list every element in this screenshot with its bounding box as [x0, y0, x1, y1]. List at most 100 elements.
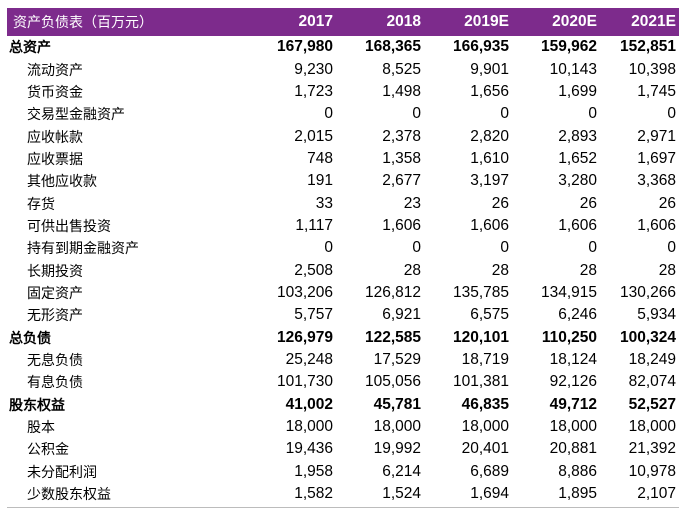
row-label: 未分配利润 — [27, 464, 97, 481]
table-cell: 2,820 — [470, 127, 509, 145]
table-cell: 28 — [491, 261, 509, 279]
table-cell: 26 — [491, 194, 509, 212]
table-cell: 101,730 — [276, 373, 333, 391]
table-row: 固定资产 103,206 126,812 135,785 134,915 130,266 — [7, 282, 679, 304]
table-cell: 1,117 — [295, 216, 333, 234]
row-label: 固定资产 — [27, 285, 83, 302]
row-values: 103,206 126,812 135,785 134,915 130,266 — [245, 284, 679, 302]
row-values: 191 2,677 3,197 3,280 3,368 — [245, 172, 679, 190]
table-cell: 8,525 — [382, 60, 421, 78]
table-cell: 10,398 — [628, 60, 676, 78]
table-row: 交易型金融资产 0 0 0 0 0 — [7, 103, 679, 125]
table-row: 总资产 167,980 168,365 166,935 159,962 152,851 — [7, 36, 679, 58]
table-cell: 152,851 — [619, 38, 676, 56]
row-values: 1,723 1,498 1,656 1,699 1,745 — [245, 83, 679, 101]
table-cell: 0 — [588, 105, 597, 123]
table-cell: 28 — [658, 261, 676, 279]
table-row: 流动资产 9,230 8,525 9,901 10,143 10,398 — [7, 58, 679, 80]
table-cell: 191 — [307, 172, 333, 190]
table-cell: 2,508 — [294, 261, 333, 279]
table-cell: 159,962 — [540, 38, 597, 56]
table-cell: 45,781 — [373, 395, 421, 413]
row-values: 5,757 6,921 6,575 6,246 5,934 — [245, 306, 679, 324]
table-cell: 1,606 — [470, 216, 509, 234]
table-cell: 1,610 — [470, 149, 509, 167]
table-row: 有息负债 101,730 105,056 101,381 92,126 82,074 — [7, 371, 679, 393]
table-cell: 166,935 — [452, 38, 509, 56]
table-cell: 2,378 — [382, 127, 421, 145]
table-cell: 46,835 — [461, 395, 509, 413]
table-cell: 101,381 — [452, 373, 509, 391]
table-cell: 1,699 — [558, 82, 597, 100]
table-cell: 92,126 — [549, 373, 597, 391]
table-cell: 110,250 — [541, 328, 597, 346]
table-header: 资产负债表（百万元） 2017 2018 2019E 2020E 2021E — [7, 8, 679, 36]
year-header: 2019E — [464, 13, 509, 30]
table-row: 存货 33 23 26 26 26 — [7, 192, 679, 214]
table-cell: 126,979 — [276, 328, 333, 346]
table-cell: 25,248 — [285, 350, 333, 368]
table-cell: 52,527 — [628, 395, 676, 413]
table-row: 其他应收款 191 2,677 3,197 3,280 3,368 — [7, 170, 679, 192]
table-cell: 6,575 — [470, 306, 509, 324]
row-label: 有息负债 — [27, 375, 83, 392]
table-cell: 3,368 — [637, 172, 676, 190]
table-row: 无息负债 25,248 17,529 18,719 18,124 18,249 — [7, 349, 679, 371]
year-header: 2020E — [552, 13, 597, 30]
table-cell: 2,893 — [558, 127, 597, 145]
row-values: 1,958 6,214 6,689 8,886 10,978 — [245, 463, 679, 481]
table-cell: 2,677 — [382, 172, 421, 190]
table-cell: 1,895 — [558, 485, 597, 503]
table-cell: 18,719 — [461, 350, 509, 368]
table-cell: 1,745 — [637, 82, 676, 100]
row-values: 19,436 19,992 20,401 20,881 21,392 — [245, 440, 679, 458]
table-cell: 10,143 — [549, 60, 597, 78]
table-cell: 8,886 — [558, 462, 597, 480]
table-cell: 120,101 — [452, 328, 509, 346]
table-cell: 6,214 — [382, 462, 421, 480]
table-cell: 28 — [579, 261, 597, 279]
balance-sheet-table: 资产负债表（百万元） 2017 2018 2019E 2020E 2021E 总… — [7, 8, 679, 509]
row-label: 总负债 — [9, 330, 51, 347]
table-cell: 1,524 — [382, 485, 421, 503]
row-label: 公积金 — [27, 442, 69, 459]
table-cell: 18,124 — [549, 350, 597, 368]
row-values: 2,015 2,378 2,820 2,893 2,971 — [245, 128, 679, 146]
table-cell: 0 — [412, 239, 421, 257]
table-cell: 33 — [315, 194, 333, 212]
row-label: 无形资产 — [27, 308, 83, 325]
table-cell: 1,958 — [294, 462, 333, 480]
table-cell: 0 — [667, 239, 676, 257]
row-values: 0 0 0 0 0 — [245, 239, 679, 257]
table-cell: 49,712 — [549, 395, 597, 413]
row-label: 总资产 — [9, 40, 51, 57]
table-cell: 103,206 — [276, 283, 333, 301]
table-cell: 1,652 — [558, 149, 597, 167]
table-cell: 18,000 — [461, 418, 509, 436]
row-values: 41,002 45,781 46,835 49,712 52,527 — [245, 396, 679, 414]
row-label: 股东权益 — [9, 397, 65, 414]
table-cell: 21,392 — [628, 440, 676, 458]
table-row: 公积金 19,436 19,992 20,401 20,881 21,392 — [7, 438, 679, 460]
table-cell: 2,971 — [637, 127, 676, 145]
table-cell: 0 — [588, 239, 597, 257]
table-row: 股本 18,000 18,000 18,000 18,000 18,000 — [7, 416, 679, 438]
table-cell: 9,901 — [470, 60, 509, 78]
table-row: 持有到期金融资产 0 0 0 0 0 — [7, 237, 679, 259]
table-cell: 3,280 — [558, 172, 597, 190]
table-cell: 1,697 — [637, 149, 676, 167]
table-cell: 6,921 — [382, 306, 421, 324]
table-cell: 18,249 — [628, 350, 676, 368]
table-cell: 18,000 — [628, 418, 676, 436]
table-cell: 105,056 — [364, 373, 421, 391]
year-header: 2018 — [386, 13, 421, 30]
table-cell: 130,266 — [619, 283, 676, 301]
row-label: 存货 — [27, 196, 55, 213]
table-cell: 20,401 — [461, 440, 509, 458]
row-label: 应收票据 — [27, 151, 83, 168]
table-cell: 2,015 — [294, 127, 333, 145]
table-title: 资产负债表（百万元） — [13, 15, 153, 31]
table-cell: 135,785 — [452, 283, 509, 301]
row-values: 167,980 168,365 166,935 159,962 152,851 — [245, 38, 679, 56]
table-cell: 18,000 — [549, 418, 597, 436]
